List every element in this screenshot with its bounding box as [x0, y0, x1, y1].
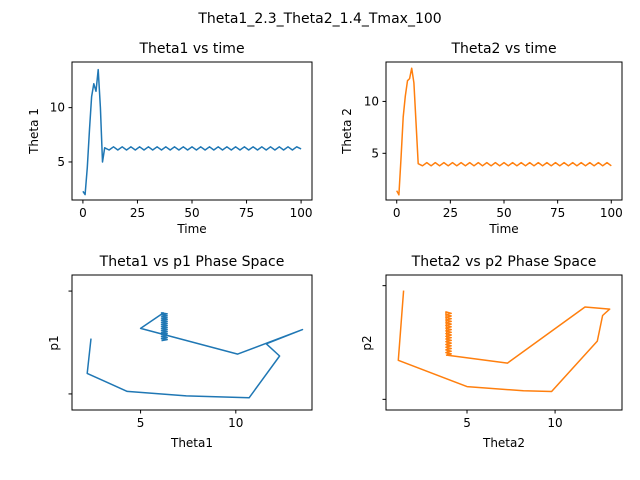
x-tick-label: 5 — [137, 416, 145, 430]
x-tick-label: 75 — [550, 206, 565, 220]
axis-ticks: 0 25 50 75 100 5 10 — [50, 101, 313, 220]
plot-frame — [71, 61, 313, 201]
x-tick-label: 25 — [443, 206, 458, 220]
series-theta2 — [396, 67, 612, 196]
panel-theta1-phase-space: Theta1 vs p1 Phase Space Theta1 p1 5 10 — [47, 254, 313, 450]
series-line — [82, 68, 302, 196]
axis-ticks: 5 10 — [68, 290, 243, 430]
x-axis-label: Theta1 — [170, 436, 213, 450]
x-tick-label: 10 — [228, 416, 243, 430]
y-tick-label: 5 — [371, 146, 379, 160]
series-line — [396, 67, 612, 196]
x-tick-label: 5 — [463, 416, 471, 430]
plot-frame — [385, 274, 623, 411]
y-axis-label: Theta 1 — [27, 108, 41, 155]
x-tick-label: 0 — [393, 206, 401, 220]
x-tick-label: 10 — [547, 416, 562, 430]
plot-frame — [385, 61, 623, 201]
panel-theta2-vs-time: Theta2 vs time Time Theta 2 0 25 50 75 100 5 1… — [340, 41, 623, 236]
panel-title: Theta2 vs p2 Phase Space — [411, 254, 597, 270]
x-tick-label: 100 — [600, 206, 623, 220]
figure-suptitle: Theta1_2.3_Theta2_1.4_Tmax_100 — [197, 11, 441, 27]
x-tick-label: 100 — [290, 206, 313, 220]
y-tick-label: 10 — [50, 101, 65, 115]
plot-frame — [71, 274, 313, 411]
series-phase-1 — [86, 312, 304, 399]
y-axis-label: p1 — [47, 335, 61, 350]
x-axis-label: Time — [176, 222, 206, 236]
y-tick-label: 10 — [364, 94, 379, 108]
x-axis-label: Time — [488, 222, 518, 236]
panel-theta1-vs-time: Theta1 vs time Time Theta 1 0 25 50 75 100 5 1… — [27, 41, 313, 236]
x-tick-label: 50 — [496, 206, 511, 220]
panel-title: Theta1 vs time — [138, 41, 244, 57]
y-tick-label: 5 — [57, 155, 65, 169]
x-tick-label: 25 — [130, 206, 145, 220]
x-tick-label: 50 — [184, 206, 199, 220]
panel-title: Theta2 vs time — [450, 41, 556, 57]
series-line — [397, 290, 611, 393]
x-tick-label: 75 — [239, 206, 254, 220]
series-line — [86, 312, 304, 399]
x-axis-label: Theta2 — [482, 436, 525, 450]
axis-ticks: 0 25 50 75 100 5 10 — [364, 94, 623, 220]
series-theta1 — [82, 68, 302, 196]
panel-title: Theta1 vs p1 Phase Space — [99, 254, 285, 270]
x-tick-label: 0 — [79, 206, 87, 220]
y-axis-label: Theta 2 — [340, 108, 354, 155]
panel-theta2-phase-space: Theta2 vs p2 Phase Space Theta2 p2 5 10 — [360, 254, 623, 450]
y-axis-label: p2 — [360, 335, 374, 350]
axis-ticks: 5 10 — [382, 285, 563, 430]
series-phase-2 — [397, 290, 611, 393]
